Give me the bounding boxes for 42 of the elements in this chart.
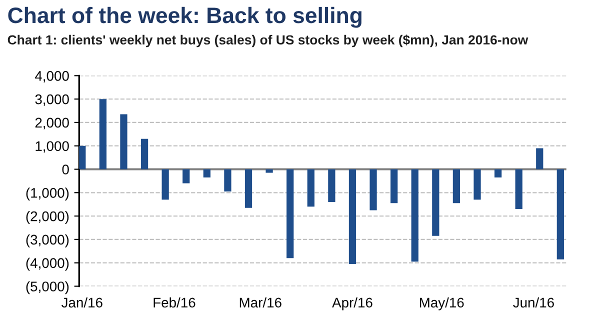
- bar: [474, 169, 481, 200]
- bar: [556, 169, 564, 260]
- bar: [203, 169, 210, 178]
- bar: [224, 169, 232, 192]
- bar: [182, 169, 190, 184]
- bar: [140, 138, 148, 170]
- x-tick-label: Apr/16: [332, 297, 372, 310]
- chart-title: Chart of the week: Back to selling: [8, 6, 362, 28]
- y-tick-label: (2,000): [26, 211, 69, 224]
- bar: [266, 169, 273, 173]
- bar: [494, 169, 502, 178]
- bar: [348, 169, 356, 264]
- y-tick-label: (4,000): [26, 258, 69, 271]
- y-tick-label: 4,000: [35, 71, 69, 82]
- x-tick-label: Feb/16: [154, 297, 196, 308]
- y-tick-label: 1,000: [36, 141, 69, 153]
- bar: [536, 148, 544, 170]
- y-tick-label: (1,000): [26, 188, 69, 201]
- bar: [307, 169, 314, 207]
- x-tick-label: Jun/16: [513, 297, 554, 308]
- bar: [370, 169, 377, 210]
- bar: [286, 169, 294, 258]
- x-tick-label: May/16: [420, 297, 464, 310]
- bar: [411, 169, 418, 262]
- bar: [390, 169, 398, 204]
- chart-subtitle: Chart 1: clients' weekly net buys (sales) of US stocks by week ($mn), Jan 2016-now: [8, 34, 528, 48]
- x-tick-label: Mar/16: [240, 297, 282, 308]
- bar: [432, 169, 440, 236]
- y-tick-label: 2,000: [35, 118, 69, 130]
- y-tick-label: (5,000): [26, 281, 69, 294]
- bar: [452, 169, 460, 204]
- bar: [99, 99, 106, 170]
- bar: [162, 169, 169, 200]
- bar: [120, 114, 128, 170]
- bar: [79, 146, 86, 170]
- y-tick-label: 3,000: [35, 94, 69, 106]
- bar: [328, 169, 336, 202]
- y-tick-label: (3,000): [26, 234, 69, 248]
- bar: [244, 169, 252, 208]
- bar: [515, 169, 522, 210]
- x-tick-label: Jan/16: [62, 297, 102, 308]
- y-tick-label: 0: [62, 164, 69, 174]
